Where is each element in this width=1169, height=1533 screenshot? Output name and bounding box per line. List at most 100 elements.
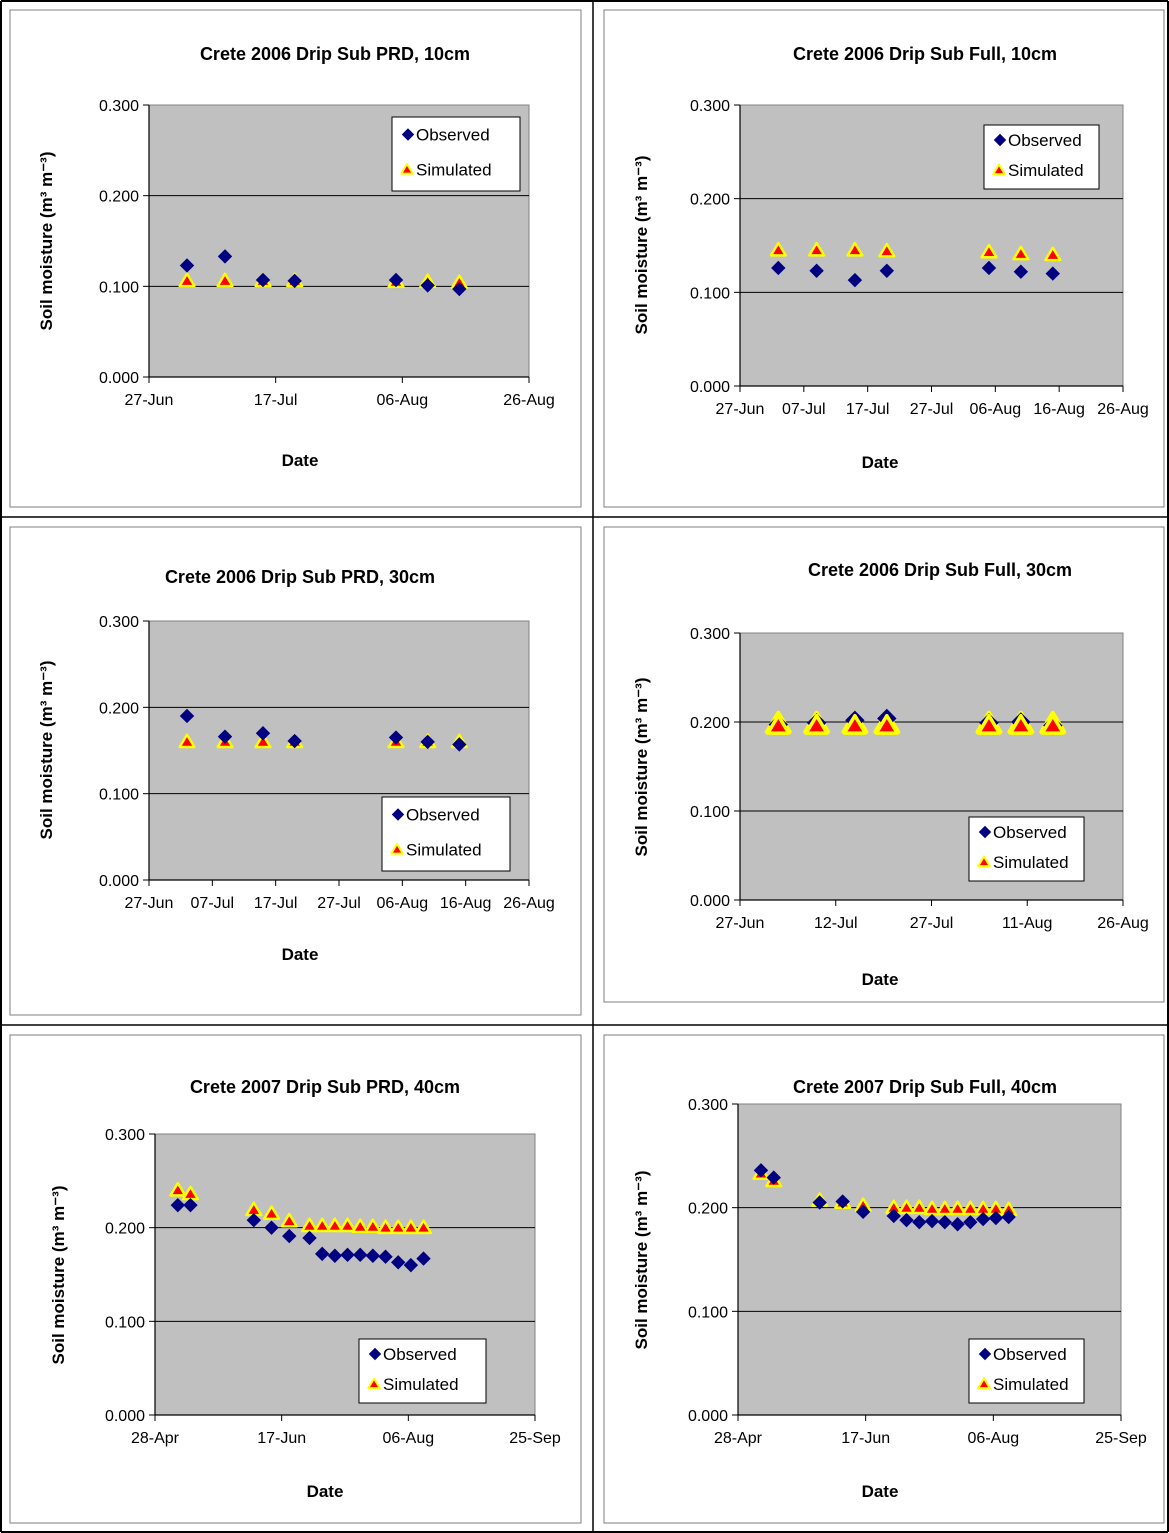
legend-swatch-simulated — [992, 163, 1006, 176]
point-simulated — [364, 1218, 382, 1234]
point-simulated — [1040, 713, 1066, 735]
chart-4: 0.000 0.100 0.200 0.300 27-Jun 12-Jul 27-Jul 11… — [603, 526, 1165, 1003]
point-observed — [835, 1194, 850, 1209]
x-tick-label: 17-Jun — [257, 1430, 306, 1447]
y-axis-label: Soil moisture (m³ m⁻³) — [37, 152, 56, 331]
legend-label-observed: Observed — [993, 823, 1067, 842]
legend: Observed Simulated — [983, 124, 1100, 190]
x-tick-label: 06-Aug — [383, 1430, 435, 1447]
point-observed — [420, 278, 435, 293]
legend-label-simulated: Simulated — [993, 853, 1069, 872]
point-observed — [302, 1230, 317, 1246]
point-observed — [403, 1257, 419, 1273]
x-tick-label: 07-Jul — [782, 401, 826, 418]
point-observed — [327, 1248, 343, 1263]
point-observed — [924, 1213, 940, 1229]
legend-box — [983, 124, 1100, 190]
y-tick-label: 0.200 — [99, 189, 139, 206]
series-observed — [179, 708, 467, 752]
point-simulated — [280, 1212, 298, 1228]
point-observed — [170, 1197, 186, 1213]
point-observed — [217, 729, 233, 744]
point-observed — [388, 730, 404, 745]
point-simulated — [769, 241, 787, 257]
y-tick-label: 0.300 — [690, 626, 730, 643]
x-tick-label: 25-Sep — [1095, 1430, 1147, 1447]
point-simulated — [878, 242, 896, 258]
y-tick-label: 0.100 — [690, 804, 730, 821]
x-tick-label: 27-Jun — [125, 392, 174, 409]
point-simulated — [402, 1219, 420, 1235]
x-tick-label: 16-Aug — [440, 895, 492, 912]
legend-swatch-observed — [401, 128, 415, 141]
legend-label-observed: Observed — [383, 1345, 457, 1364]
y-tick-label: 0.200 — [690, 715, 730, 732]
point-simulated — [980, 243, 998, 259]
point-simulated — [1044, 246, 1062, 262]
point-observed — [1045, 266, 1060, 281]
x-tick-label: 27-Jun — [716, 401, 765, 418]
y-tick-label: 0.000 — [99, 370, 139, 387]
x-axis-label: Date — [282, 945, 319, 964]
legend-label-simulated: Simulated — [406, 841, 482, 860]
legend-swatch-observed — [993, 133, 1007, 147]
y-tick-label: 0.300 — [690, 98, 730, 115]
chart-title: Crete 2006 Drip Sub Full, 30cm — [808, 560, 1072, 580]
legend-label-simulated: Simulated — [383, 1375, 459, 1394]
point-simulated — [338, 1217, 357, 1233]
point-observed — [217, 249, 233, 264]
y-axis-label: Soil moisture (m³ m⁻³) — [49, 1186, 68, 1365]
series-observed — [753, 1163, 1016, 1232]
y-tick-label: 0.000 — [99, 873, 139, 890]
x-tick-label: 27-Jul — [317, 895, 361, 912]
series-simulated-overlay — [766, 713, 1066, 735]
point-observed — [352, 1247, 368, 1263]
legend-box — [968, 816, 1085, 882]
legend-box — [381, 796, 511, 872]
point-simulated — [936, 1200, 954, 1216]
legend-swatch-observed — [368, 1347, 382, 1361]
point-observed — [420, 734, 435, 750]
point-observed — [340, 1247, 355, 1263]
point-observed — [287, 273, 302, 289]
point-observed — [886, 1208, 901, 1224]
y-tick-label: 0.100 — [99, 787, 139, 804]
point-simulated — [389, 1219, 407, 1235]
chart-title: Crete 2007 Drip Sub PRD, 40cm — [190, 1077, 460, 1097]
x-tick-label: 17-Jul — [254, 392, 298, 409]
x-tick-label: 17-Jul — [254, 895, 298, 912]
point-simulated — [846, 241, 864, 257]
x-tick-label: 27-Jun — [716, 915, 765, 932]
legend: Observed Simulated — [358, 1338, 487, 1404]
point-observed — [899, 1212, 914, 1228]
legend-box — [968, 1338, 1085, 1404]
point-simulated — [262, 1205, 281, 1221]
x-axis-label: Date — [282, 451, 319, 470]
y-tick-label: 0.200 — [690, 192, 730, 209]
point-observed — [847, 272, 863, 288]
legend: Observed Simulated — [381, 796, 511, 872]
point-simulated — [376, 1219, 395, 1235]
point-simulated — [351, 1218, 369, 1234]
series-simulated — [769, 241, 1062, 262]
y-tick-label: 0.300 — [688, 1097, 728, 1114]
y-axis-label: Soil moisture (m³ m⁻³) — [632, 156, 651, 335]
point-observed — [855, 1204, 871, 1220]
point-observed — [809, 263, 824, 278]
point-observed — [255, 272, 271, 288]
point-simulated — [804, 713, 829, 735]
point-simulated — [414, 1219, 433, 1235]
point-observed — [1001, 1209, 1016, 1225]
point-simulated — [1012, 245, 1030, 261]
legend-label-observed: Observed — [993, 1345, 1067, 1364]
point-observed — [282, 1228, 297, 1244]
y-tick-label: 0.100 — [105, 1314, 145, 1331]
point-simulated — [808, 241, 826, 257]
chart-title: Crete 2006 Drip Sub PRD, 30cm — [165, 567, 435, 587]
x-axis-label: Date — [862, 970, 899, 989]
y-tick-label: 0.000 — [690, 893, 730, 910]
legend-box — [391, 116, 521, 192]
point-simulated — [178, 272, 196, 288]
legend-label-observed: Observed — [406, 806, 480, 825]
y-tick-label: 0.000 — [688, 1408, 728, 1425]
